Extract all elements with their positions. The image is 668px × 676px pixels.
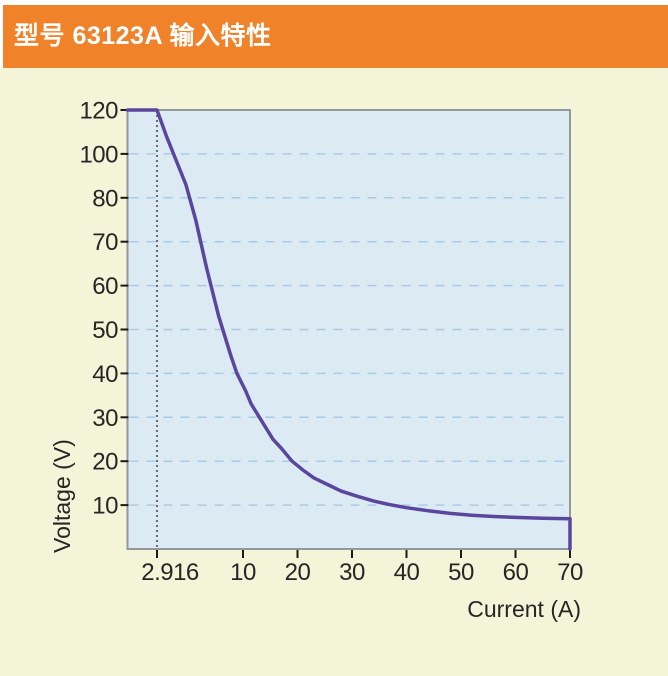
y-tick-label: 40 — [92, 361, 118, 388]
x-axis-label: Current (A) — [467, 596, 581, 622]
tick-labels: 120 100 80 70 60 50 40 30 20 10 2.916 10 20 30 40 50 60 7… — [79, 98, 583, 587]
x-tick-label: 30 — [339, 559, 365, 586]
page-title: 型号 63123A 输入特性 — [14, 22, 272, 50]
title-bar: 型号 63123A 输入特性 — [3, 5, 668, 68]
y-tick-label: 60 — [92, 273, 118, 300]
x-tick-label: 40 — [394, 559, 420, 586]
x-tick-label: 60 — [503, 559, 529, 586]
y-tick-label: 120 — [79, 98, 118, 125]
y-tick-label: 70 — [92, 229, 118, 256]
y-axis-label: Voltage (V) — [49, 439, 75, 553]
x-tick-label: 20 — [285, 559, 311, 586]
y-tick-label: 20 — [92, 449, 118, 476]
x-tick-label: 70 — [557, 559, 583, 586]
y-tick-label: 80 — [92, 185, 118, 212]
gridlines — [129, 153, 568, 506]
chart-panel: 120 100 80 70 60 50 40 30 20 10 2.916 10 20 30 40 50 60 7… — [0, 68, 668, 676]
y-tick-label: 30 — [92, 405, 118, 432]
x-tick-label: 2.916 — [141, 559, 199, 586]
y-tick-label: 10 — [92, 493, 118, 520]
x-tick-label: 10 — [230, 559, 256, 586]
y-tick-label: 50 — [92, 317, 118, 344]
input-characteristic-curve — [125, 108, 572, 551]
axis-ticks — [120, 109, 571, 558]
input-characteristics-chart: 120 100 80 70 60 50 40 30 20 10 2.916 10 20 30 40 50 60 7… — [49, 98, 583, 623]
y-tick-label: 100 — [79, 141, 118, 168]
x-tick-label: 50 — [448, 559, 474, 586]
